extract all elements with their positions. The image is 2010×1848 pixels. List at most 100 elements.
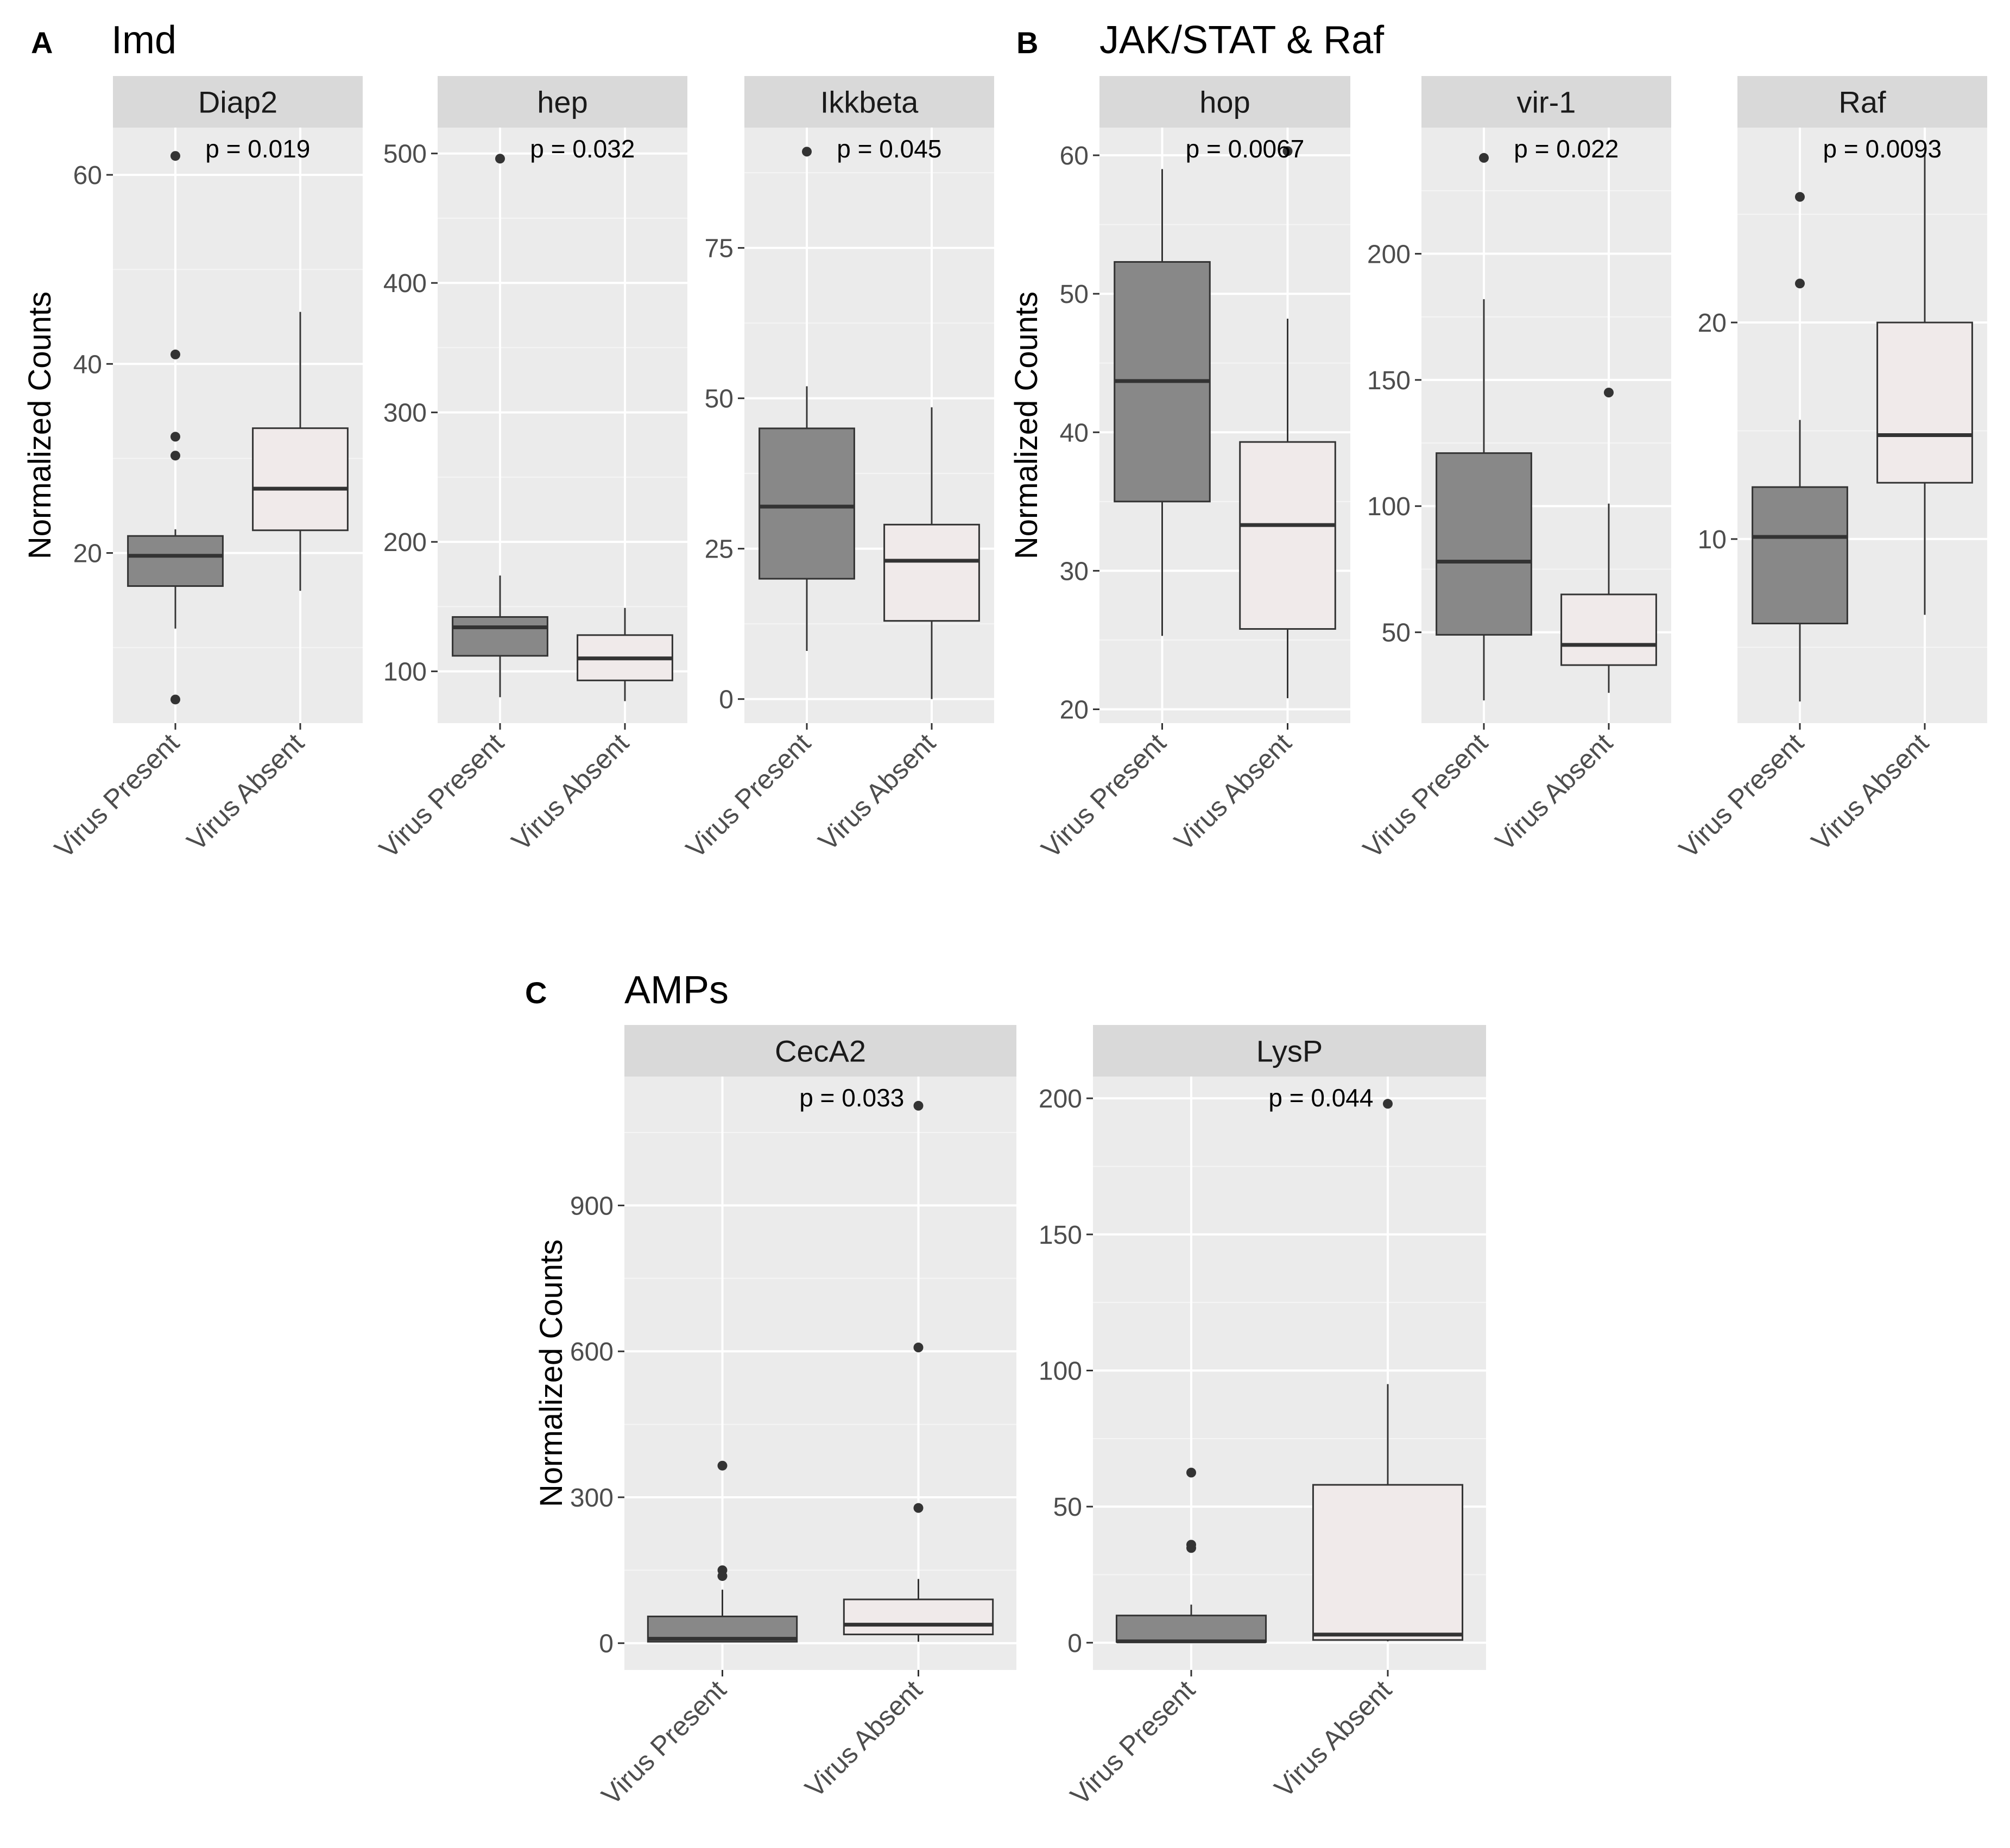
outlier-point-virus-absent [913,1343,924,1353]
strip-title-vir-1: vir-1 [1517,85,1576,119]
y-tick-label: 200 [1367,240,1411,269]
strip-title-hop: hop [1199,85,1250,119]
y-tick-label: 50 [705,385,734,414]
box-virus-absent [1312,1484,1464,1641]
y-tick-label: 50 [1382,619,1411,648]
strip-ceca2 [624,1025,1016,1077]
y-tick-label: 300 [383,399,427,428]
box-virus-present [1752,486,1848,625]
y-tick-label: 0 [719,686,734,714]
outlier-point-virus-absent [1604,388,1614,398]
outlier-point-virus-absent [1383,1099,1393,1109]
p-value-label-ceca2: p = 0.033 [799,1084,904,1112]
strip-title-raf: Raf [1838,85,1886,119]
y-tick-label: 75 [705,235,734,263]
y-tick-label: 0 [1067,1629,1082,1658]
y-tick-label: 100 [383,658,427,687]
box-virus-present [127,535,224,587]
section-b-letter: B [1016,26,1038,60]
panel-bg-diap2 [113,128,363,723]
p-value-label-hop: p = 0.0067 [1186,135,1305,163]
p-value-label-lysp: p = 0.044 [1268,1084,1373,1112]
y-tick-label: 10 [1698,526,1727,554]
strip-title-ceca2: CecA2 [775,1034,866,1068]
strip-title-lysp: LysP [1256,1034,1323,1068]
strip-hep [438,76,687,128]
strip-ikkbeta [744,76,994,128]
y-tick-label: 40 [73,350,102,379]
strip-title-diap2: Diap2 [198,85,277,119]
box-virus-absent [1239,441,1336,630]
y-tick-label: 50 [1060,280,1089,309]
outlier-point-virus-absent [913,1503,924,1513]
y-tick-label: 25 [705,535,734,564]
y-tick-label: 600 [570,1338,614,1366]
outlier-point-virus-present [170,451,180,461]
outlier-point-virus-present [1795,279,1805,289]
strip-vir-1 [1421,76,1671,128]
y-tick-label: 200 [383,528,427,557]
y-tick-label: 50 [1053,1493,1082,1522]
p-value-label-diap2: p = 0.019 [205,135,310,163]
box-virus-present [759,427,855,580]
outlier-point-virus-present [717,1460,728,1471]
box-virus-present [1436,452,1532,636]
y-tick-label: 60 [73,161,102,190]
outlier-point-virus-present [802,147,812,157]
y-axis-title: Normalized Counts [22,292,58,559]
section-c-title: AMPs [624,969,729,1012]
outlier-point-virus-present [1186,1543,1196,1553]
box-virus-absent [883,523,980,622]
y-axis-title: Normalized Counts [1009,292,1044,559]
y-tick-label: 500 [383,140,427,169]
section-a-title: Imd [111,18,176,62]
y-tick-label: 20 [73,540,102,568]
p-value-label-vir-1: p = 0.022 [1514,135,1619,163]
y-tick-label: 300 [570,1484,614,1512]
strip-diap2 [113,76,363,128]
y-tick-label: 40 [1060,419,1089,447]
y-tick-label: 150 [1367,366,1411,395]
panel-bg-ceca2 [624,1077,1016,1670]
outlier-point-virus-present [717,1571,728,1581]
y-tick-label: 400 [383,269,427,298]
strip-raf [1737,76,1987,128]
y-tick-label: 200 [1039,1085,1082,1113]
strip-hop [1099,76,1350,128]
y-tick-label: 20 [1698,309,1727,338]
strip-title-hep: hep [537,85,587,119]
panel-bg-ikkbeta [744,128,994,723]
outlier-point-virus-present [495,154,505,164]
y-tick-label: 100 [1367,492,1411,521]
outlier-point-virus-present [170,349,180,359]
outlier-point-virus-absent [913,1100,924,1111]
strip-lysp [1093,1025,1486,1077]
box-virus-present [452,616,548,657]
y-tick-label: 150 [1039,1221,1082,1250]
outlier-point-virus-present [170,432,180,442]
section-b-title: JAK/STAT & Raf [1099,18,1385,62]
p-value-label-hep: p = 0.032 [530,135,635,163]
box-virus-absent [1876,321,1973,484]
strip-title-ikkbeta: Ikkbeta [820,85,919,119]
outlier-point-virus-present [1795,192,1805,202]
outlier-point-virus-present [1479,153,1489,163]
y-tick-label: 100 [1039,1357,1082,1385]
box-virus-absent [252,427,349,531]
section-c-letter: C [525,976,547,1010]
y-tick-label: 20 [1060,695,1089,724]
outlier-point-virus-present [1186,1467,1196,1478]
section-a-letter: A [31,26,53,60]
outlier-point-virus-present [170,151,180,161]
y-tick-label: 60 [1060,142,1089,170]
outlier-point-virus-absent [1282,146,1293,156]
y-axis-title: Normalized Counts [534,1239,569,1507]
box-virus-absent [843,1598,994,1636]
box-virus-absent [1560,593,1657,666]
y-tick-label: 0 [599,1630,614,1659]
p-value-label-raf: p = 0.0093 [1823,135,1942,163]
outlier-point-virus-present [170,694,180,705]
y-tick-label: 30 [1060,557,1089,586]
